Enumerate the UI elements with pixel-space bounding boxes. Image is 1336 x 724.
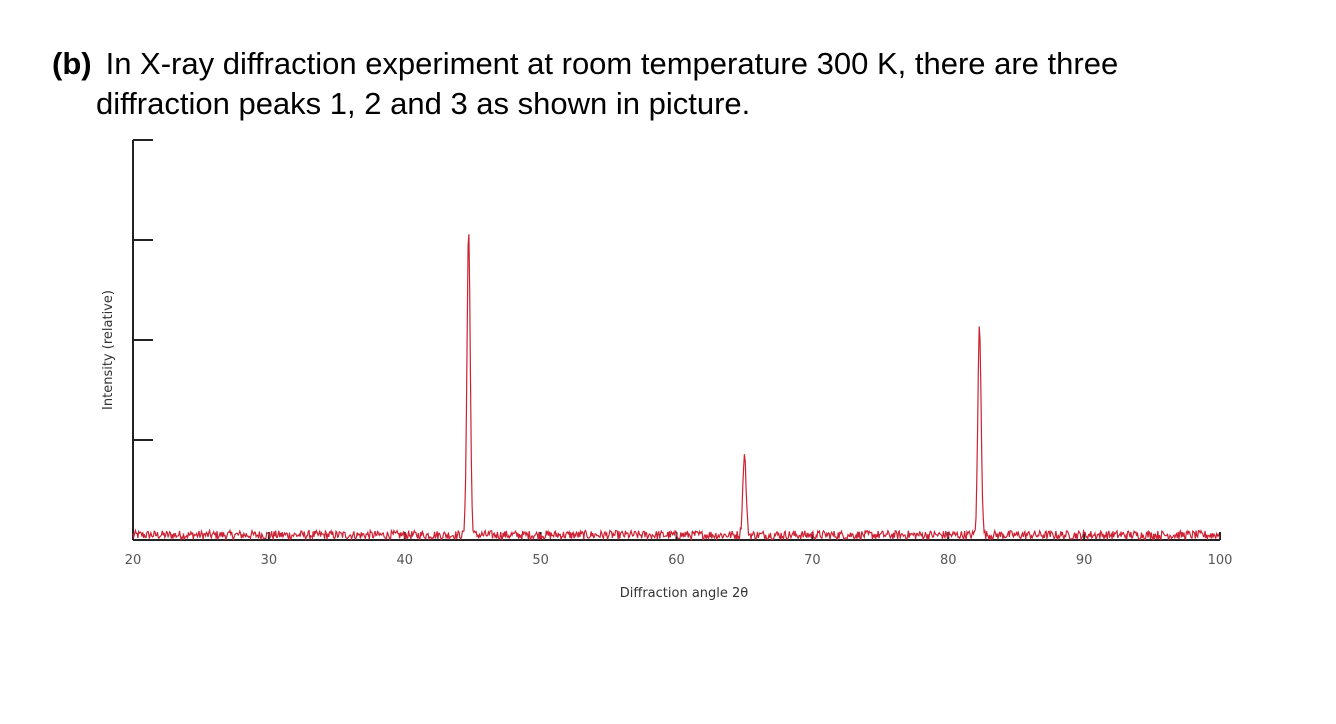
x-tick-label: 80 [940, 553, 957, 568]
question-text: (b) In X-ray diffraction experiment at ro… [52, 44, 1312, 124]
x-tick-label: 20 [125, 553, 142, 568]
x-axis-title: Diffraction angle 2θ [620, 586, 749, 601]
question-line-1: (b) In X-ray diffraction experiment at ro… [52, 44, 1312, 84]
intensity-trace [132, 234, 1221, 542]
x-tick-label: 90 [1076, 553, 1093, 568]
question-line-1-text: In X-ray diffraction experiment at room … [105, 46, 1119, 81]
chart-ticks: 20 30 40 50 60 70 80 90 100 [125, 139, 1233, 568]
x-tick-label: 40 [396, 553, 413, 568]
question-line-2: diffraction peaks 1, 2 and 3 as shown in… [96, 86, 751, 121]
x-tick-label: 70 [804, 553, 821, 568]
chart-axes [132, 140, 1220, 541]
y-axis-title: Intensity (relative) [101, 290, 116, 410]
x-tick-label: 50 [532, 553, 549, 568]
x-tick-label: 30 [261, 553, 278, 568]
x-tick-label: 100 [1208, 553, 1233, 568]
x-tick-label: 60 [668, 553, 685, 568]
question-label: (b) [52, 46, 92, 81]
